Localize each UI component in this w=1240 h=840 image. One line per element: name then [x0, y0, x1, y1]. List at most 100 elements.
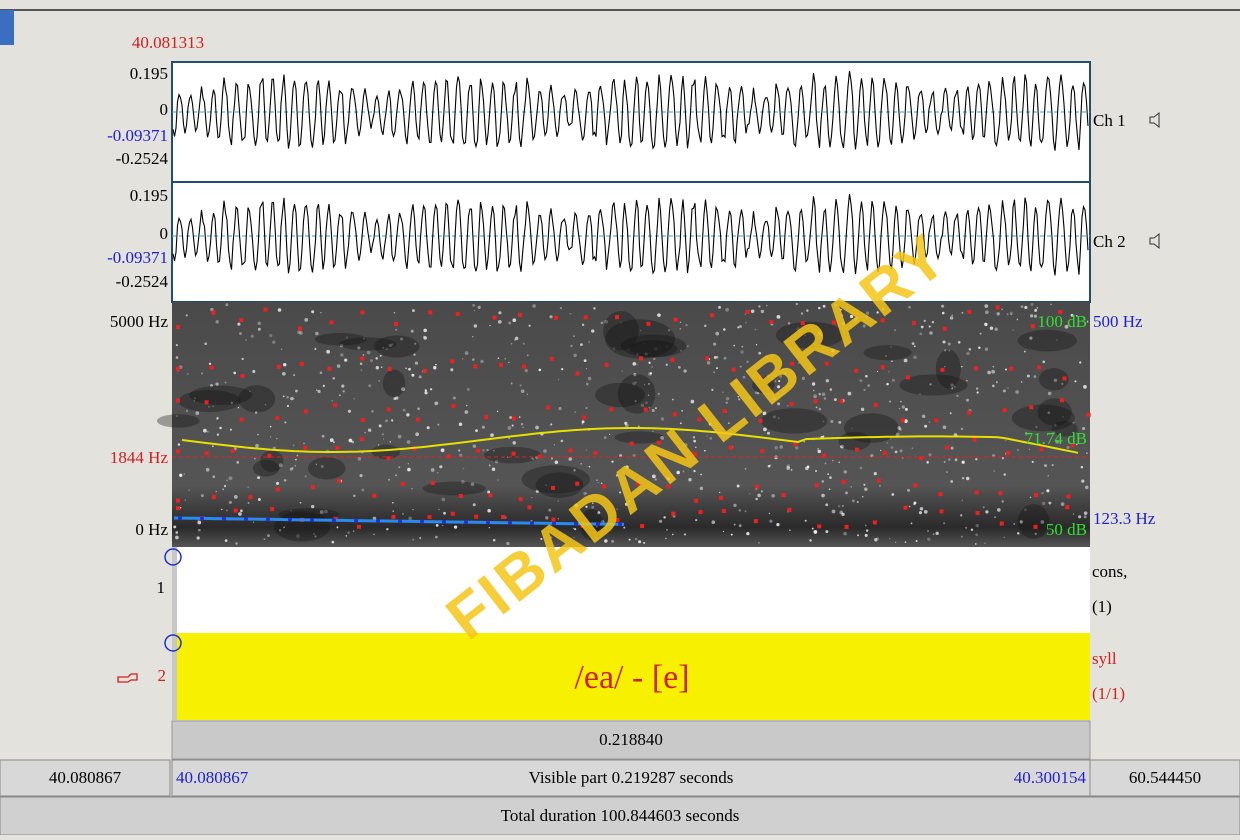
formant-point: [459, 494, 463, 498]
interval-label[interactable]: /ea/ - [e]: [574, 659, 689, 696]
selection-duration[interactable]: 0.218840: [599, 730, 663, 749]
spectrogram-speckle: [857, 501, 859, 503]
spectrogram-speckle: [1042, 361, 1045, 364]
spectrogram-speckle: [183, 473, 185, 475]
spectrogram-speckle: [394, 312, 396, 314]
spectrogram-speckle: [245, 339, 246, 340]
spectrogram-speckle: [926, 461, 929, 464]
formant-point: [854, 369, 858, 373]
intensity-min: 50 dB: [1046, 520, 1087, 539]
visible-part[interactable]: Visible part 0.219287 seconds: [529, 768, 734, 787]
spectrogram-speckle: [441, 498, 445, 502]
spectrogram-speckle: [984, 304, 988, 308]
spectrogram-speckle: [1048, 392, 1052, 396]
spectrogram-speckle: [198, 529, 201, 532]
formant-point: [298, 327, 302, 331]
spectrogram-speckle: [282, 372, 286, 376]
spectrogram-speckle: [665, 538, 667, 540]
spectrogram-speckle: [543, 449, 547, 453]
spectrogram-speckle: [679, 328, 681, 330]
spectrogram-speckle: [966, 352, 969, 355]
spectrogram-speckle: [586, 407, 588, 409]
channel-name[interactable]: Ch 2: [1093, 232, 1126, 251]
spectrogram-speckle: [766, 305, 768, 307]
spectrogram-speckle: [825, 462, 827, 464]
formant-point: [431, 481, 435, 485]
spectrogram-speckle: [257, 476, 260, 479]
spectrogram-speckle: [933, 533, 935, 535]
spectrogram-speckle: [186, 410, 188, 412]
spectrogram-dark: [374, 335, 419, 357]
spectrogram-speckle: [741, 346, 743, 348]
spectrogram-speckle: [997, 312, 1000, 315]
formant-point: [546, 406, 550, 410]
spectrogram-speckle: [919, 333, 922, 336]
spectrogram-speckle: [907, 489, 910, 492]
spectrogram-speckle: [927, 530, 929, 532]
amplitude-max: 0.195: [130, 186, 168, 205]
spectrogram-speckle: [863, 484, 865, 486]
formant-point: [746, 310, 750, 314]
visible-start[interactable]: 40.080867: [176, 768, 249, 787]
formant-point: [1034, 525, 1038, 529]
spectrogram-speckle: [830, 388, 833, 391]
tier-1-selection: [172, 547, 177, 633]
formant-point: [388, 367, 392, 371]
spectrogram-dark: [260, 450, 283, 472]
formant-point: [1009, 367, 1013, 371]
pitch-point: [508, 521, 512, 525]
visible-end[interactable]: 40.300154: [1014, 768, 1087, 787]
spectrogram-speckle: [487, 509, 491, 513]
spectrogram-speckle: [509, 416, 512, 419]
formant-point: [277, 365, 281, 369]
spectrogram-speckle: [817, 448, 818, 449]
spectrogram-speckle: [1030, 497, 1032, 499]
spectrogram-speckle: [951, 315, 953, 317]
formant-point: [335, 446, 339, 450]
window-start[interactable]: 40.080867: [49, 768, 122, 787]
total-duration[interactable]: Total duration 100.844603 seconds: [501, 806, 740, 825]
spectrogram-speckle: [962, 477, 964, 479]
formant-point: [300, 362, 304, 366]
spectrogram-speckle: [805, 467, 809, 471]
tier-count: (1/1): [1092, 684, 1125, 703]
spectrogram-speckle: [817, 450, 820, 453]
spectrogram-speckle: [204, 342, 207, 345]
spectrogram-speckle: [491, 433, 494, 436]
channel-name[interactable]: Ch 1: [1093, 111, 1126, 130]
formant-point: [817, 524, 821, 528]
spectrogram-speckle: [402, 513, 403, 514]
spectrogram-speckle: [343, 390, 345, 392]
formant-point: [360, 310, 364, 314]
spectrogram-speckle: [1050, 304, 1052, 306]
formant-point: [873, 520, 877, 524]
spectrogram-speckle: [845, 492, 848, 495]
spectrogram-speckle: [1029, 449, 1030, 450]
spectrogram-speckle: [241, 358, 243, 360]
formant-point: [974, 366, 978, 370]
formant-point: [1003, 408, 1007, 412]
spectrogram-speckle: [380, 355, 382, 357]
spectrogram-speckle: [774, 446, 777, 449]
formant-point: [248, 495, 252, 499]
spectrogram-speckle: [796, 303, 798, 305]
formant-point: [522, 365, 526, 369]
amplitude-max: 0.195: [130, 64, 168, 83]
formant-point: [231, 449, 235, 453]
spectrogram-speckle: [388, 479, 390, 481]
spectrogram-speckle: [657, 313, 661, 317]
spectrogram-speckle: [332, 541, 335, 544]
spectrogram-speckle: [515, 337, 519, 341]
spectrogram-speckle: [419, 375, 422, 378]
window-rest[interactable]: 60.544450: [1129, 768, 1201, 787]
spectrogram-speckle: [525, 369, 528, 372]
tier-2-selection: [172, 633, 177, 720]
formant-point: [787, 508, 791, 512]
spectrogram-speckle: [531, 497, 533, 499]
spectrogram-speckle: [829, 476, 832, 479]
formant-point: [644, 408, 648, 412]
spectrogram-dark: [157, 414, 200, 427]
spectrogram-speckle: [865, 375, 868, 378]
spectrogram-speckle: [201, 494, 204, 497]
spectrogram-speckle: [568, 457, 572, 461]
